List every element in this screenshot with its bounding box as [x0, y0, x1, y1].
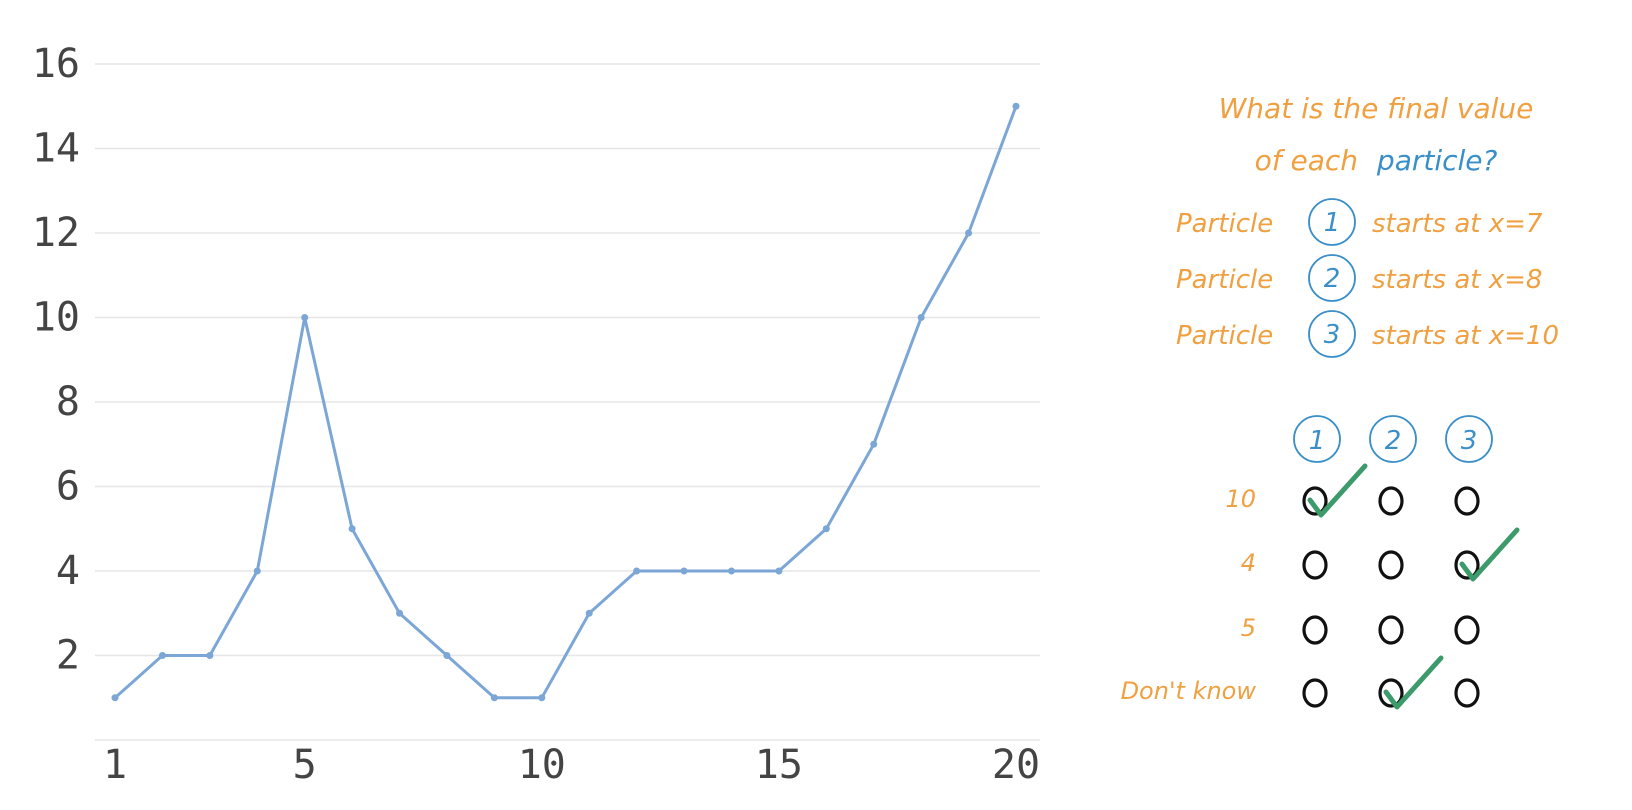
answer-option-radio[interactable]: [1378, 550, 1404, 580]
data-point: [396, 609, 404, 617]
x-tick-label: 5: [293, 742, 317, 788]
data-point: [443, 652, 451, 659]
y-tick-label: 16: [32, 41, 80, 87]
answer-row-label: 5: [1241, 614, 1256, 642]
data-points: [111, 102, 1020, 702]
x-tick-label: 20: [992, 742, 1040, 788]
answer-option-radio[interactable]: [1302, 550, 1328, 580]
y-tick-label: 4: [56, 548, 80, 594]
particle-number-circle: [1308, 310, 1356, 358]
checkmark-icon: [1383, 655, 1444, 710]
data-point: [348, 525, 356, 533]
answer-row-label: Don't know: [1121, 677, 1257, 705]
y-tick-label: 2: [56, 633, 80, 679]
answer-row-label: 10: [1225, 485, 1256, 513]
checkmark-icon: [1307, 463, 1368, 518]
answer-option-radio[interactable]: [1302, 678, 1328, 708]
answer-option-radio[interactable]: [1302, 486, 1328, 516]
particle-label: Particle: [1176, 265, 1273, 295]
y-axis-ticks: 2 4 6 8 10 12 14 16: [32, 41, 80, 679]
data-point: [633, 567, 641, 575]
question-line-1: What is the final value: [1219, 92, 1534, 125]
data-point: [206, 652, 214, 659]
answer-option-radio[interactable]: [1454, 486, 1480, 516]
x-tick-label: 15: [755, 742, 803, 788]
gridlines: [95, 63, 1040, 741]
answer-option-radio[interactable]: [1378, 615, 1404, 645]
y-tick-label: 12: [32, 210, 80, 256]
data-point: [870, 440, 878, 448]
particle-start-text: starts at x=8: [1372, 265, 1542, 295]
y-tick-label: 6: [56, 464, 80, 510]
quiz-panel: What is the final value of each particle…: [1121, 92, 1559, 710]
data-point: [538, 694, 546, 702]
answer-option-radio[interactable]: [1454, 550, 1480, 580]
particle-number: 1: [1324, 208, 1341, 238]
answer-option-radio[interactable]: [1378, 678, 1404, 708]
answer-row-label: 4: [1241, 549, 1256, 577]
question-line-2-particle: particle?: [1376, 144, 1498, 177]
answer-option-radio[interactable]: [1378, 486, 1404, 516]
x-tick-label: 1: [103, 742, 127, 788]
data-point: [917, 314, 925, 321]
data-point: [585, 609, 593, 617]
column-header-circle: [1369, 415, 1417, 463]
x-axis-ticks: 1 5 10 15 20: [103, 742, 1040, 788]
particle-start-list: Particle 1 starts at x=7 Particle 2 starts at…: [1176, 198, 1559, 358]
particle-start-text: starts at x=7: [1372, 209, 1543, 239]
answer-option-radio[interactable]: [1454, 615, 1480, 645]
data-point: [965, 229, 973, 237]
data-point: [822, 525, 830, 533]
data-point: [680, 567, 688, 575]
data-point: [775, 567, 783, 575]
y-tick-label: 8: [56, 379, 80, 425]
checkmark-icon: [1459, 527, 1520, 582]
column-header: 1: [1309, 426, 1326, 456]
x-tick-label: 10: [518, 742, 566, 788]
column-header-circle: [1293, 415, 1341, 463]
particle-number-circle: [1308, 198, 1356, 246]
column-header: 2: [1385, 426, 1402, 456]
answer-grid: 1 2 3 10 4 5 Don't know: [1121, 415, 1520, 710]
y-tick-label: 14: [32, 126, 80, 172]
data-point: [158, 652, 166, 659]
particle-number: 2: [1324, 264, 1341, 294]
answer-option-radio[interactable]: [1454, 678, 1480, 708]
answer-option-radio[interactable]: [1302, 615, 1328, 645]
data-point: [727, 567, 735, 575]
data-point: [253, 567, 261, 575]
particle-label: Particle: [1176, 321, 1273, 351]
question-line-2: of each particle?: [1255, 144, 1498, 177]
question-line-2-prefix: of each: [1255, 144, 1358, 177]
particle-number-circle: [1308, 254, 1356, 302]
data-point: [301, 314, 309, 321]
particle-number: 3: [1324, 320, 1341, 350]
series-line: [114, 105, 1018, 700]
data-point: [111, 694, 119, 702]
data-point: [490, 694, 498, 702]
data-point: [1012, 102, 1020, 110]
particle-start-text: starts at x=10: [1372, 321, 1559, 351]
column-header: 3: [1461, 426, 1478, 456]
particle-label: Particle: [1176, 209, 1273, 239]
y-tick-label: 10: [32, 295, 80, 341]
column-header-circle: [1445, 415, 1493, 463]
